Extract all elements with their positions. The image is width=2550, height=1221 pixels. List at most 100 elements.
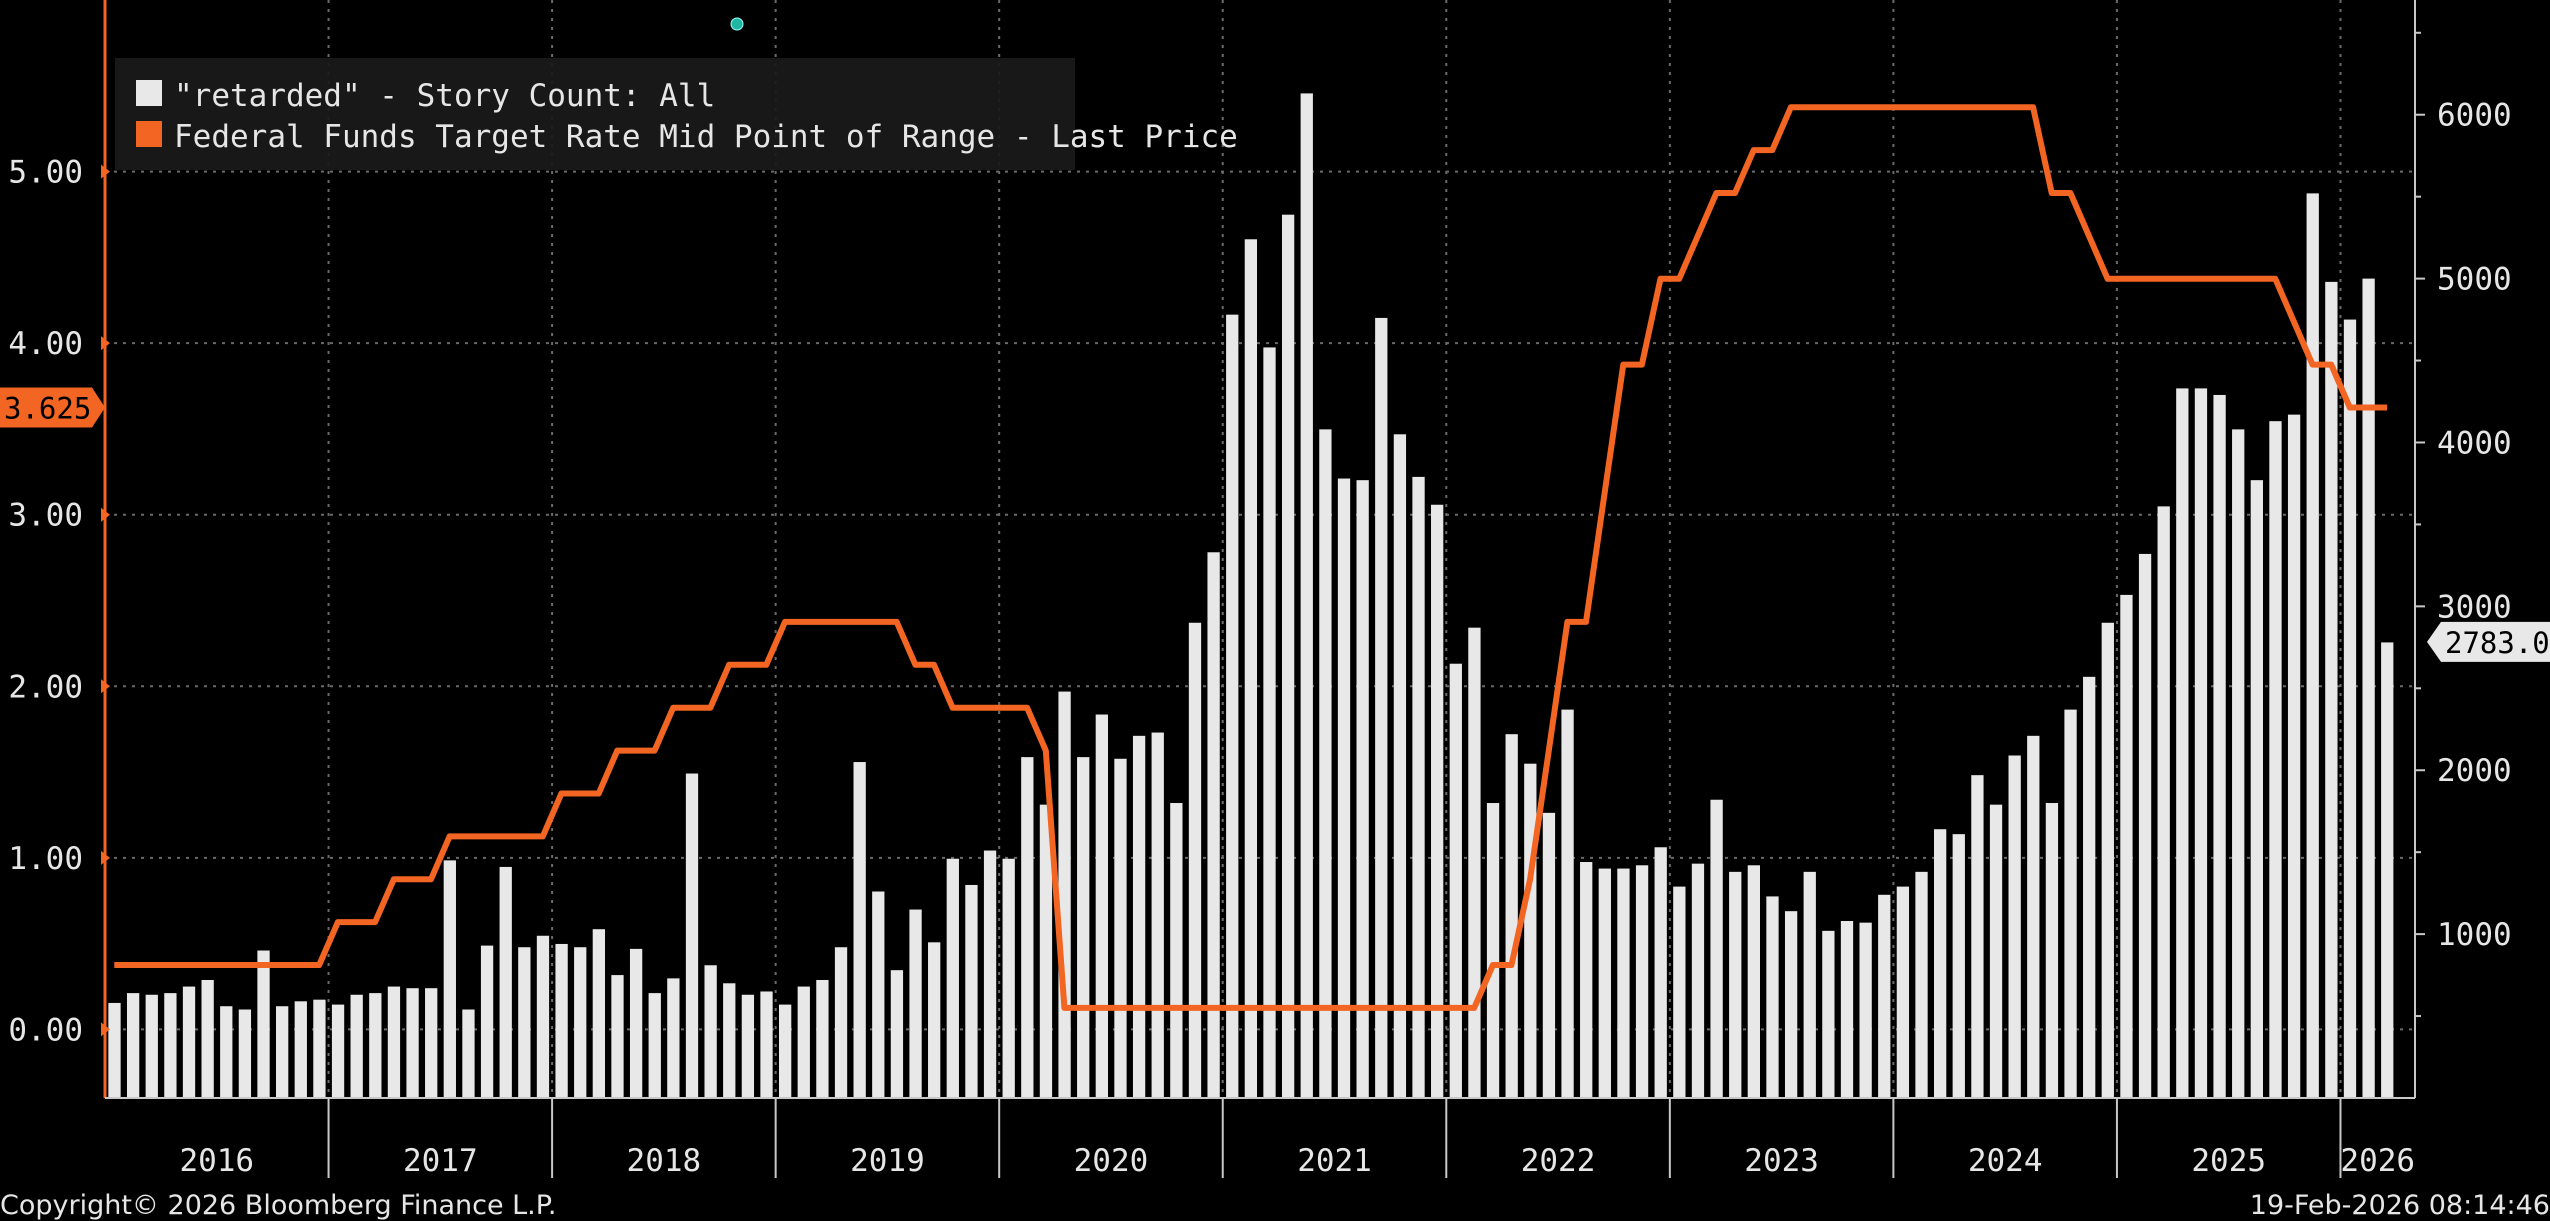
bar-71 (1431, 504, 1444, 1099)
bar-3 (164, 993, 177, 1098)
bar-15 (387, 986, 401, 1098)
bar-122 (2381, 642, 2394, 1098)
bar-34 (741, 994, 755, 1098)
left-tick-1 (101, 850, 110, 865)
bar-120 (2343, 319, 2357, 1099)
left-tick-label-0: 0.00 (8, 1012, 83, 1048)
bar-86 (1710, 799, 1723, 1098)
bar-78 (1561, 709, 1574, 1098)
rate-line (114, 104, 2388, 1011)
right-tick-label-2: 3000 (2437, 589, 2512, 625)
bar-54 (1114, 758, 1127, 1098)
left-last-price-badge (0, 387, 105, 428)
bar-106 (2083, 676, 2096, 1098)
bar-2 (145, 994, 158, 1098)
bar-23 (536, 935, 550, 1098)
bar-91 (1803, 871, 1816, 1098)
bar-50 (1039, 804, 1053, 1098)
left-tick-2 (101, 679, 110, 694)
bar-42 (890, 970, 904, 1098)
bar-61 (1244, 239, 1258, 1098)
bar-19 (462, 1009, 475, 1098)
bar-13 (350, 994, 363, 1098)
bar-110 (2157, 506, 2170, 1098)
bar-32 (704, 965, 717, 1098)
bar-53 (1095, 714, 1108, 1098)
bar-87 (1729, 871, 1742, 1098)
bar-7 (238, 1009, 252, 1098)
right-tick-label-5: 6000 (2437, 98, 2512, 134)
bar-68 (1375, 317, 1388, 1098)
bar-52 (1077, 757, 1090, 1098)
bar-43 (909, 909, 922, 1098)
right-tick-label-4: 5000 (2437, 262, 2512, 298)
bar-30 (667, 978, 680, 1098)
bar-47 (983, 850, 997, 1098)
bar-97 (1915, 871, 1928, 1098)
bar-80 (1598, 868, 1611, 1098)
bar-67 (1356, 480, 1369, 1098)
bar-14 (369, 993, 382, 1098)
bar-series (108, 93, 2394, 1099)
bar-27 (611, 975, 624, 1098)
bar-98 (1933, 829, 1947, 1098)
bar-25 (574, 947, 587, 1098)
bar-103 (2027, 735, 2040, 1098)
left-tick-label-3: 3.00 (8, 498, 83, 534)
right-last-price-badge (2427, 621, 2550, 662)
left-tick-label-5: 5.00 (8, 155, 83, 191)
year-label-2021: 2021 (1297, 1143, 1372, 1179)
bar-79 (1580, 862, 1593, 1098)
bar-116 (2269, 421, 2282, 1099)
bar-108 (2120, 594, 2133, 1098)
bar-94 (1859, 922, 1872, 1098)
bar-109 (2138, 553, 2152, 1098)
bar-66 (1337, 478, 1351, 1098)
bar-117 (2287, 414, 2301, 1098)
legend-swatch-bars (136, 80, 162, 106)
bar-88 (1747, 865, 1761, 1098)
bar-74 (1486, 803, 1500, 1098)
teal-dot (730, 17, 744, 31)
bar-89 (1766, 896, 1779, 1098)
bar-65 (1319, 429, 1332, 1098)
bar-69 (1393, 434, 1407, 1098)
bar-31 (685, 773, 699, 1098)
bar-26 (592, 929, 606, 1098)
bar-40 (853, 762, 866, 1098)
bar-84 (1673, 886, 1686, 1098)
bar-114 (2232, 429, 2245, 1098)
left-tick-label-4: 4.00 (8, 326, 83, 362)
bar-35 (760, 991, 773, 1098)
bar-93 (1840, 921, 1854, 1098)
timestamp-text: 19-Feb-2026 08:14:46 (2249, 1190, 2550, 1221)
left-tick-3 (101, 507, 110, 522)
bar-113 (2213, 394, 2226, 1098)
bar-92 (1822, 930, 1835, 1098)
year-label-2019: 2019 (850, 1143, 925, 1179)
bar-36 (778, 1004, 792, 1098)
bar-62 (1263, 347, 1276, 1098)
axes: 0.00 1.00 2.00 3.00 4.00 5.00 3.625 1000 2000 300… (0, 0, 2550, 1179)
bar-107 (2101, 622, 2114, 1098)
right-tick-label-1: 2000 (2437, 753, 2512, 789)
bar-8 (257, 950, 270, 1098)
bar-76 (1524, 763, 1537, 1098)
bar-64 (1300, 93, 1313, 1099)
bar-81 (1617, 868, 1630, 1098)
year-label-2024: 2024 (1968, 1143, 2043, 1179)
bar-118 (2306, 193, 2319, 1099)
right-last-price-label: 2783.00 (2445, 626, 2550, 660)
bar-100 (1971, 775, 1984, 1098)
bar-21 (499, 866, 512, 1098)
bar-12 (331, 1004, 345, 1098)
bar-73 (1468, 627, 1481, 1098)
bar-96 (1896, 886, 1910, 1098)
bar-33 (723, 983, 736, 1098)
left-last-price-label: 3.625 (4, 391, 91, 425)
bar-4 (182, 986, 196, 1098)
bar-112 (2194, 388, 2208, 1099)
bar-59 (1207, 552, 1220, 1098)
bar-29 (648, 993, 661, 1098)
bar-90 (1784, 911, 1798, 1098)
